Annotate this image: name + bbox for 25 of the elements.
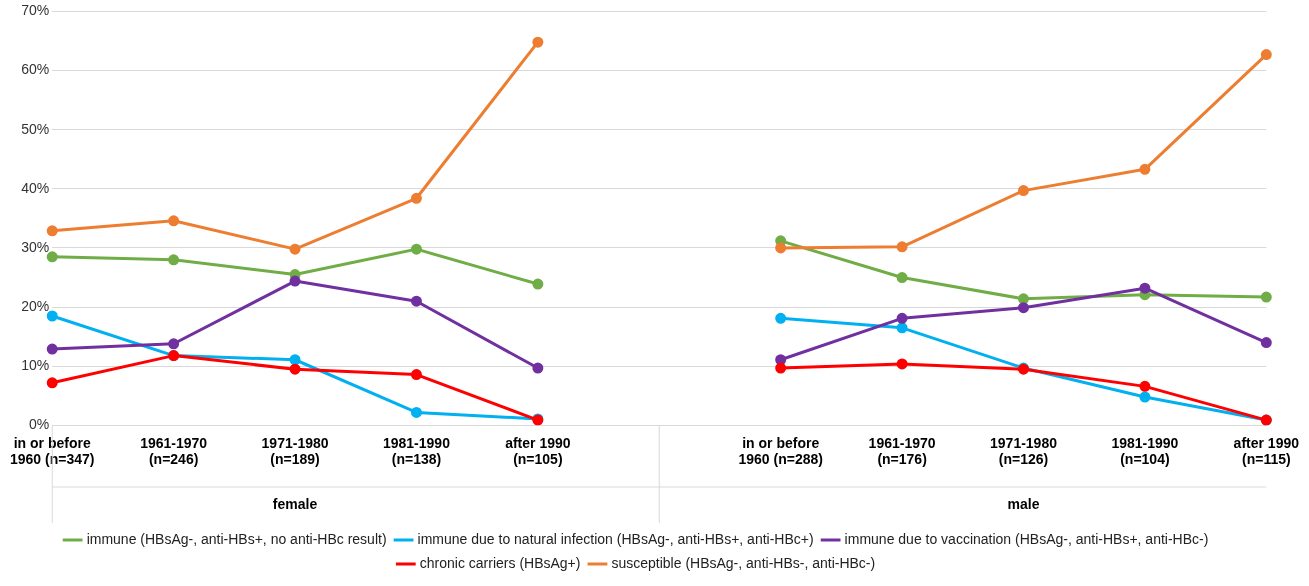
legend-label: immune (HBsAg-, anti-HBs+, no anti-HBc result)	[86, 530, 387, 547]
y-tick-label: 50%	[21, 120, 50, 137]
legend-label: susceptible (HBsAg-, anti-HBs-, anti-HBc-)	[611, 554, 876, 571]
legend-label: immune due to natural infection (HBsAg-, anti-HBs+, anti-HBc+)	[417, 530, 814, 547]
x-tick-label: 1971-1980 (n=189)	[261, 434, 329, 468]
x-tick-label: 1971-1980 (n=126)	[990, 434, 1058, 468]
y-tick-label: 30%	[21, 238, 50, 255]
x-tick-label: 1981-1990 (n=104)	[1111, 434, 1179, 468]
y-tick-label: 0%	[28, 416, 50, 433]
y-tick-label: 20%	[21, 297, 50, 314]
x-tick-label: in or before 1960 (n=288)	[738, 434, 823, 468]
x-tick-label: 1961-1970 (n=246)	[140, 434, 208, 468]
x-tick-label: in or before 1960 (n=347)	[10, 434, 95, 468]
text: female	[272, 495, 318, 512]
text: male	[1007, 495, 1040, 512]
legend-label: chronic carriers (HBsAg+)	[419, 554, 581, 571]
x-tick-label: after 1990 (n=115)	[1233, 434, 1300, 468]
x-tick-label: 1981-1990 (n=138)	[382, 434, 451, 468]
y-tick-label: 60%	[21, 61, 50, 78]
y-tick-label: 70%	[21, 2, 50, 19]
x-tick-label: after 1990 (n=105)	[505, 434, 571, 468]
y-tick-label: 40%	[21, 179, 50, 196]
y-tick-label: 10%	[21, 357, 50, 374]
x-tick-label: 1961-1970 (n=176)	[868, 434, 936, 468]
legend-label: immune due to vaccination (HBsAg-, anti-HBs+, anti-HBc-)	[844, 530, 1209, 547]
